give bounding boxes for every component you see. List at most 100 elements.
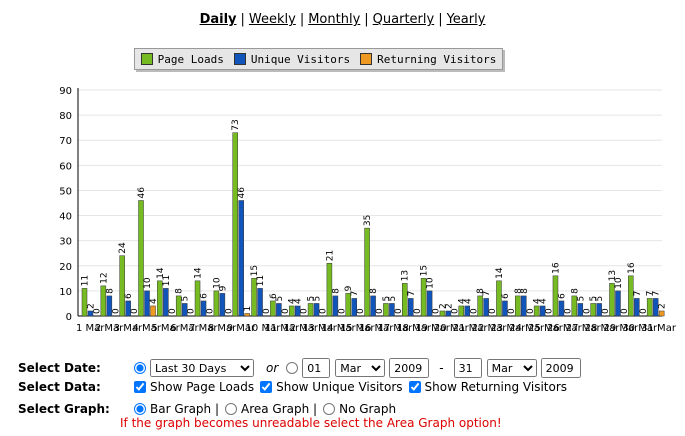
range-preset-select[interactable]: Last 30 Days [150,359,254,377]
data-label-returning-visitors: 0 [545,308,555,314]
data-label-unique-visitors: 46 [237,187,247,199]
bar-page-loads [609,283,615,317]
bar-unique-visitors [181,303,188,317]
from-year-input[interactable] [389,358,430,378]
x-tick-label: 17 Mar [377,323,413,334]
bar-page-loads [552,275,559,317]
custom-range-radio[interactable] [286,362,299,374]
x-tick-label: 9 Mar [227,323,256,334]
bar-page-loads [175,295,182,317]
data-label-page-loads: 11 [81,275,91,286]
data-label-unique-visitors: 4 [463,298,473,304]
to-month-select[interactable]: Mar [486,359,537,377]
data-label-page-loads: 14 [156,267,166,279]
bar-unique-visitors [408,298,414,317]
x-tick-label: 1 Mar [76,323,105,334]
data-label-page-loads: 13 [608,270,618,281]
to-year-input[interactable] [540,358,581,378]
bar-returning-visitors [150,305,156,317]
data-label-returning-visitors: 0 [130,308,140,314]
bar-unique-visitors [294,305,301,317]
nav-yearly-link[interactable]: Yearly [446,12,486,27]
bar-page-loads [100,285,107,317]
legend-item-unique-visitors: Unique Visitors [233,53,350,66]
data-label-unique-visitors: 5 [313,296,323,302]
no-graph-radio[interactable] [323,403,336,415]
data-label-page-loads: 15 [420,265,430,276]
select-graph-label: Select Graph: [18,402,110,416]
bar-page-loads [571,295,578,317]
data-label-returning-visitors: 0 [450,308,460,314]
from-month-select[interactable]: Mar [335,359,386,377]
data-label-unique-visitors: 7 [633,291,643,297]
no-graph-label: No Graph [339,402,397,416]
data-label-unique-visitors: 4 [539,298,549,304]
bar-page-loads [402,283,408,317]
bar-graph-radio[interactable] [134,403,146,415]
nav-quarterly-link[interactable]: Quarterly [372,12,435,27]
nav-monthly-link[interactable]: Monthly [308,12,361,27]
bar-unique-visitors [370,295,376,317]
select-date-row: Select Date: Last 30 Days or Mar - Mar [18,358,581,378]
bar-unique-visitors [483,298,489,317]
y-tick-label: 0 [66,312,72,323]
show-unique-visitors-checkbox[interactable] [260,381,273,393]
x-tick-label: 12 Mar [283,323,319,334]
data-label-unique-visitors: 6 [501,293,511,299]
x-tick-label: 11 Mar [264,323,300,334]
bar-unique-visitors [219,293,226,317]
nav-weekly-link[interactable]: Weekly [248,12,296,27]
bar-unique-visitors [200,300,207,317]
show-page-loads-checkbox[interactable] [134,381,146,393]
area-graph-radio[interactable] [225,403,237,415]
data-label-unique-visitors: 7 [652,291,662,297]
bar-unique-visitors [652,298,659,317]
date-dash: - [439,361,444,375]
bar-unique-visitors [332,295,339,317]
to-day-input[interactable] [453,358,482,378]
x-tick-label: 2 Mar [95,323,124,334]
x-tick-label: 28 Mar [585,323,621,334]
bar-unique-visitors [426,290,433,317]
bar-page-loads [270,300,276,317]
data-label-returning-visitors: 0 [93,308,103,314]
bar-unique-visitors [596,303,602,317]
bar-unique-visitors [389,303,395,317]
y-tick-label: 20 [59,262,72,273]
data-label-unique-visitors: 7 [482,291,492,297]
show-returning-visitors-checkbox[interactable] [408,381,421,393]
data-label-page-loads: 14 [495,267,505,279]
data-label-unique-visitors: 8 [520,288,530,294]
data-label-page-loads: 12 [99,272,109,283]
y-tick-label: 90 [59,86,72,97]
bar-page-loads [383,303,389,317]
data-label-page-loads: 8 [476,288,486,294]
show-page-loads-label: Show Page Loads [150,380,255,394]
data-label-unique-visitors: 5 [388,296,398,302]
nav-separator: | [364,12,369,27]
data-label-page-loads: 35 [363,215,373,226]
bar-page-loads [364,227,370,317]
data-label-page-loads: 16 [551,262,561,274]
data-label-page-loads: 4 [533,298,543,304]
data-label-unique-visitors: 5 [275,296,285,302]
show-returning-visitors-label: Show Returning Visitors [424,380,568,394]
chart-legend: Page Loads Unique Visitors Returning Vis… [134,48,503,70]
x-tick-label: 27 Mar [566,323,602,334]
bar-page-loads [646,298,653,317]
data-label-unique-visitors: 10 [143,277,153,289]
data-label-returning-visitors: 0 [394,308,404,314]
range-preset-radio[interactable] [134,362,146,374]
legend-swatch-unique-visitors [233,53,246,65]
data-label-returning-visitors: 4 [149,298,159,304]
bar-unique-visitors [351,298,357,317]
legend-item-returning-visitors: Returning Visitors [360,53,496,66]
x-tick-label: 22 Mar [472,323,508,334]
or-label: or [266,361,279,375]
from-day-input[interactable] [302,358,331,378]
bar-unique-visitors [106,295,113,317]
nav-daily-link[interactable]: Daily [199,12,237,27]
bar-unique-visitors [521,295,527,317]
bar-page-loads [420,278,427,317]
bar-unique-visitors [445,310,452,317]
